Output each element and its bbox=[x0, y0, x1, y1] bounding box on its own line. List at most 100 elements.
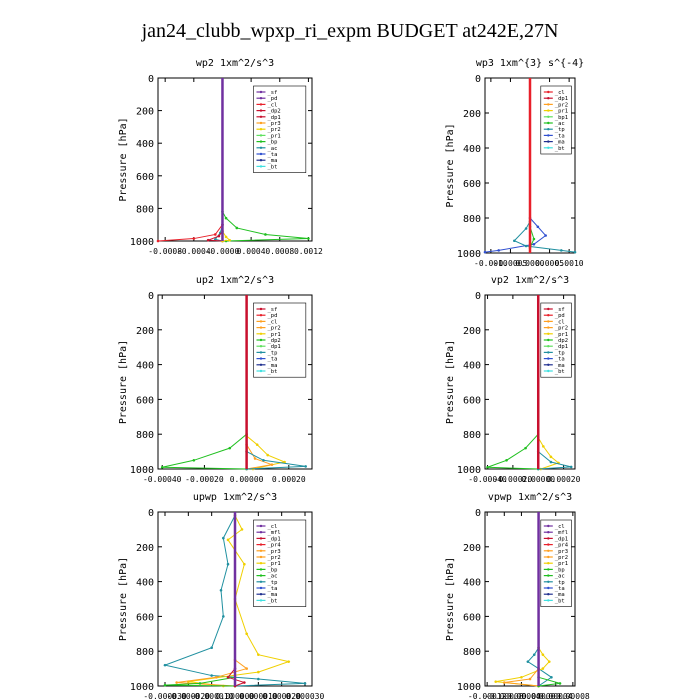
legend-marker bbox=[259, 574, 263, 577]
series-line bbox=[527, 647, 553, 687]
legend-marker bbox=[259, 121, 263, 125]
legend-label: _dp1 bbox=[267, 115, 280, 121]
legend-marker bbox=[259, 363, 263, 366]
legend-marker bbox=[259, 562, 263, 565]
legend-marker bbox=[259, 586, 263, 590]
data-point bbox=[222, 536, 225, 540]
data-point bbox=[505, 459, 508, 462]
data-point bbox=[569, 465, 573, 469]
data-point bbox=[235, 226, 239, 230]
y-tick-label: 1000 bbox=[130, 682, 154, 693]
panel-title: up2 1xm^2/s^3 bbox=[196, 275, 274, 286]
data-point bbox=[520, 676, 523, 679]
x-tick-label: 0.0008 bbox=[265, 247, 294, 256]
legend-marker bbox=[547, 357, 550, 360]
legend-label: _ta bbox=[555, 586, 565, 592]
legend-label: _ma bbox=[555, 140, 565, 146]
legend-marker bbox=[547, 326, 550, 329]
legend-marker bbox=[259, 152, 263, 156]
legend-label: _cl bbox=[555, 90, 565, 96]
legend-label: _pd bbox=[555, 313, 565, 319]
legend-marker bbox=[547, 574, 550, 577]
data-point bbox=[541, 653, 545, 656]
legend-label: _pr2 bbox=[267, 326, 280, 332]
data-point bbox=[307, 237, 310, 240]
legend-marker bbox=[259, 314, 263, 317]
legend-marker bbox=[547, 524, 550, 528]
legend-marker bbox=[259, 351, 263, 354]
data-point bbox=[198, 682, 202, 685]
legend-label: _bt bbox=[267, 598, 277, 604]
legend-marker bbox=[259, 165, 263, 168]
legend-marker bbox=[259, 369, 263, 373]
legend-marker bbox=[547, 338, 550, 342]
series-line bbox=[246, 451, 306, 470]
panel-title: upwp 1xm^2/s^3 bbox=[193, 492, 277, 503]
series-line bbox=[222, 211, 309, 242]
panel-title: vpwp 1xm^2/s^3 bbox=[488, 492, 572, 503]
y-tick-label: 400 bbox=[136, 578, 154, 589]
y-tick-label: 1000 bbox=[130, 237, 154, 248]
legend-marker bbox=[259, 531, 263, 534]
y-tick-label: 0 bbox=[148, 74, 154, 85]
legend-marker bbox=[259, 357, 263, 360]
legend-marker bbox=[259, 599, 263, 602]
series-line bbox=[504, 668, 539, 687]
series-line bbox=[162, 433, 247, 470]
x-tick-label: -0.0010 bbox=[474, 259, 508, 268]
y-tick-label: 600 bbox=[136, 612, 154, 623]
legend-marker bbox=[259, 146, 263, 149]
x-tick-label: -0.00008 bbox=[485, 692, 524, 700]
legend-marker bbox=[547, 90, 550, 94]
data-point bbox=[573, 250, 577, 254]
legend-marker bbox=[259, 332, 263, 335]
legend-marker bbox=[547, 140, 550, 143]
data-point bbox=[206, 238, 210, 242]
data-point bbox=[214, 238, 217, 241]
x-tick-label: 0.000020 bbox=[262, 692, 301, 700]
x-tick-label: 0.0004 bbox=[237, 247, 266, 256]
data-point bbox=[549, 460, 553, 464]
y-axis-label: Pressure [hPa] bbox=[445, 123, 456, 207]
data-point bbox=[240, 528, 244, 531]
legend-label: _ta bbox=[267, 152, 277, 158]
legend-label: _dp1 bbox=[555, 344, 568, 350]
legend-marker bbox=[259, 326, 263, 329]
legend-label: _pr1 bbox=[267, 133, 280, 139]
legend-label: _cl bbox=[555, 524, 565, 530]
legend-label: _cl bbox=[267, 102, 277, 108]
y-tick-label: 0 bbox=[148, 508, 154, 519]
data-point bbox=[524, 244, 528, 248]
legend-marker bbox=[259, 159, 263, 162]
legend-marker bbox=[259, 115, 263, 119]
series-line bbox=[487, 433, 539, 470]
legend-label: _tp bbox=[555, 580, 565, 586]
legend-label: _ac bbox=[267, 574, 277, 580]
legend-marker bbox=[547, 537, 550, 540]
y-tick-label: 600 bbox=[463, 612, 481, 623]
series-line bbox=[537, 451, 572, 470]
y-tick-label: 800 bbox=[136, 647, 154, 658]
data-point bbox=[541, 667, 545, 670]
x-tick-label: 0.000030 bbox=[286, 692, 325, 700]
data-point bbox=[257, 670, 260, 674]
data-point bbox=[287, 660, 290, 663]
legend-marker bbox=[259, 140, 263, 143]
panel-up2: up2 1xm^2/s^3 0 200 400 600 800 1000-0.00040 -0… bbox=[118, 275, 313, 484]
series-line bbox=[222, 230, 231, 242]
y-axis-label: Pressure [hPa] bbox=[118, 117, 129, 201]
y-tick-label: 800 bbox=[136, 430, 154, 441]
data-point bbox=[524, 227, 528, 230]
data-point bbox=[524, 446, 527, 450]
y-tick-label: 1000 bbox=[457, 682, 481, 693]
series-line bbox=[164, 676, 236, 687]
x-tick-label: 0.00000 bbox=[230, 475, 264, 484]
data-point bbox=[270, 463, 274, 466]
data-point bbox=[156, 239, 160, 243]
legend-label: _tp bbox=[555, 127, 565, 133]
legend-marker bbox=[259, 537, 263, 540]
y-tick-label: 1000 bbox=[457, 249, 481, 260]
legend-marker bbox=[547, 593, 550, 596]
legend-marker bbox=[259, 307, 263, 311]
